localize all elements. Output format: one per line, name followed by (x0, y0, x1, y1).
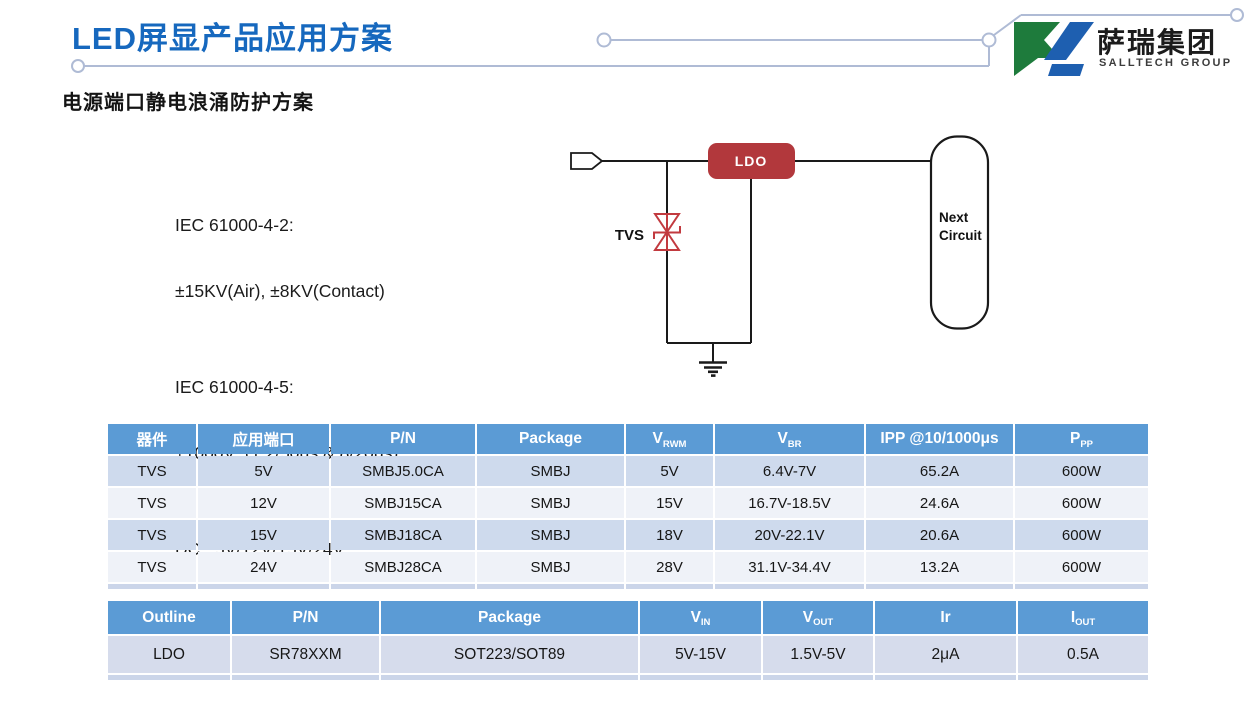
table-footer-band (198, 584, 329, 589)
table-footer-band (1018, 675, 1148, 680)
input-connector (570, 152, 604, 170)
table-cell: 5V (198, 456, 329, 486)
table-footer-band (875, 675, 1016, 680)
tvs-label: TVS (615, 227, 644, 244)
ldo-label: LDO (735, 153, 768, 169)
table-cell: TVS (108, 552, 196, 582)
t1-header-device: 器件 (108, 424, 196, 454)
t1-header-ipp: IPP @10/1000μs (866, 424, 1013, 454)
t1-header-vrwm: V RWM (626, 424, 713, 454)
tvs-table: 器件 应用端口 P/N Package V RWM V BR IPP @10/100… (108, 424, 1148, 589)
t2-header-pn: P/N (232, 601, 379, 634)
t2-header-package: Package (381, 601, 638, 634)
salltech-logo-mark (1014, 22, 1094, 76)
table-cell: SMBJ (477, 520, 624, 550)
table-cell: 0.5A (1018, 636, 1148, 673)
next-circuit-label-line1: Next (939, 210, 969, 225)
next-circuit-block (929, 135, 990, 330)
table-cell: 12V (198, 488, 329, 518)
table-footer-band (477, 584, 624, 589)
t2-header-outline: Outline (108, 601, 230, 634)
table-cell: SMBJ5.0CA (331, 456, 475, 486)
table-footer-band (626, 584, 713, 589)
table-footer-band (866, 584, 1013, 589)
table-footer-band (108, 584, 196, 589)
circuit-trace-decoration (71, 8, 1244, 73)
section-subtitle: 电源端口静电浪涌防护方案 (62, 92, 314, 114)
table-cell: 5V-15V (640, 636, 761, 673)
table-footer-band (108, 675, 230, 680)
table-cell: SMBJ (477, 552, 624, 582)
table-footer-band (232, 675, 379, 680)
table-cell: 6.4V-7V (715, 456, 864, 486)
table-cell: SMBJ15CA (331, 488, 475, 518)
table-cell: LDO (108, 636, 230, 673)
spec-line: IEC 61000-4-5: (175, 377, 294, 397)
page-title: LED屏显产品应用方案 (72, 21, 393, 56)
table-cell: SOT223/SOT89 (381, 636, 638, 673)
ldo-table: Outline P/N Package V IN V OUT Ir I OUT LDO… (108, 601, 1148, 680)
ground-symbol (699, 361, 727, 377)
next-circuit-label-line2: Circuit (939, 228, 982, 243)
protection-circuit-diagram: TVS LDO Next Circuit (570, 135, 990, 377)
table-cell: SR78XXM (232, 636, 379, 673)
table-cell: SMBJ (477, 456, 624, 486)
table-cell: 31.1V-34.4V (715, 552, 864, 582)
table-cell: SMBJ (477, 488, 624, 518)
table-cell: 16.7V-18.5V (715, 488, 864, 518)
table-cell: TVS (108, 488, 196, 518)
table-cell: TVS (108, 456, 196, 486)
table-cell: 600W (1015, 456, 1148, 486)
table-cell: 600W (1015, 488, 1148, 518)
t2-header-ir: Ir (875, 601, 1016, 634)
t1-header-ppp: P PP (1015, 424, 1148, 454)
table-cell: 20.6A (866, 520, 1013, 550)
table-cell: 24.6A (866, 488, 1013, 518)
table-cell: 2μA (875, 636, 1016, 673)
table-cell: 5V (626, 456, 713, 486)
table-cell: SMBJ18CA (331, 520, 475, 550)
table-cell: SMBJ28CA (331, 552, 475, 582)
table-footer-band (763, 675, 873, 680)
t2-header-vin: V IN (640, 601, 761, 634)
table-cell: 24V (198, 552, 329, 582)
table-cell: 13.2A (866, 552, 1013, 582)
t2-header-iout: I OUT (1018, 601, 1148, 634)
t1-header-vbr: V BR (715, 424, 864, 454)
ldo-block (708, 143, 795, 179)
table-cell: 1.5V-5V (763, 636, 873, 673)
table-cell: 600W (1015, 552, 1148, 582)
logo-company-name: 萨瑞集团 (1097, 27, 1218, 58)
t1-header-port: 应用端口 (198, 424, 329, 454)
logo-group-name: SALLTECH GROUP (1099, 57, 1233, 69)
table-cell: 600W (1015, 520, 1148, 550)
table-footer-band (640, 675, 761, 680)
table-footer-band (381, 675, 638, 680)
table-cell: TVS (108, 520, 196, 550)
table-footer-band (331, 584, 475, 589)
t1-header-pn: P/N (331, 424, 475, 454)
table-footer-band (1015, 584, 1148, 589)
tvs-diode-symbol (653, 213, 681, 251)
t1-header-package: Package (477, 424, 624, 454)
table-cell: 15V (198, 520, 329, 550)
spec-line: ±15KV(Air), ±8KV(Contact) (175, 281, 385, 301)
table-cell: 20V-22.1V (715, 520, 864, 550)
table-footer-band (715, 584, 864, 589)
spec-line: IEC 61000-4-2: (175, 215, 294, 235)
t2-header-vout: V OUT (763, 601, 873, 634)
table-cell: 65.2A (866, 456, 1013, 486)
table-cell: 28V (626, 552, 713, 582)
table-cell: 15V (626, 488, 713, 518)
table-cell: 18V (626, 520, 713, 550)
